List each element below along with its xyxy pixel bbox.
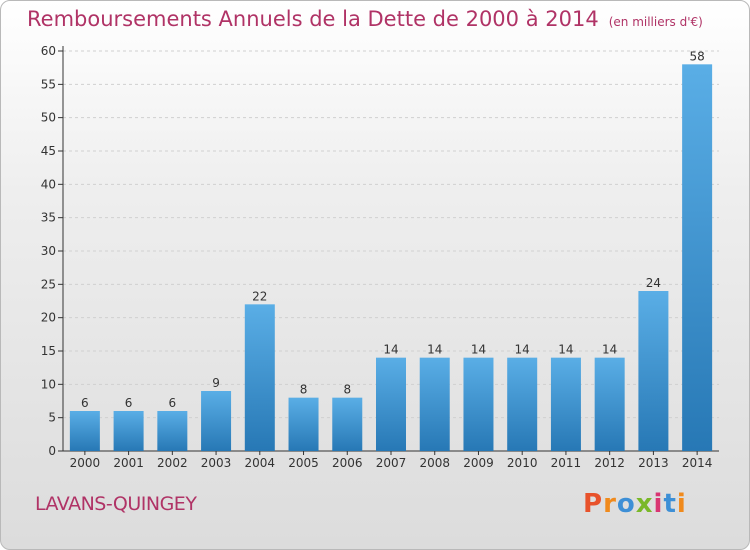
data-label: 8 <box>343 383 351 397</box>
bar <box>638 291 669 451</box>
data-label: 22 <box>252 289 267 303</box>
y-tick-label: 60 <box>41 44 56 58</box>
logo-letter: o <box>616 489 636 519</box>
labels: 6 6 6 9 22 8 8 14 14 14 14 14 14 24 58 <box>81 49 705 410</box>
data-label: 24 <box>646 276 661 290</box>
bar <box>201 391 232 451</box>
chart-title: Remboursements Annuels de la Dette de 20… <box>27 7 703 31</box>
bars <box>69 64 713 452</box>
bar <box>69 411 100 451</box>
y-tick-label: 0 <box>48 444 56 458</box>
data-label: 6 <box>169 396 177 410</box>
y-tick-label: 35 <box>41 211 56 225</box>
y-tick-label: 5 <box>48 411 56 425</box>
data-label: 14 <box>383 343 398 357</box>
x-tick-label: 2010 <box>507 456 538 470</box>
bar <box>376 357 406 451</box>
y-tick-label: 30 <box>41 244 56 258</box>
data-label: 14 <box>558 343 573 357</box>
data-label: 9 <box>212 376 220 390</box>
y-tick-label: 20 <box>41 311 56 325</box>
logo-letter: i <box>653 489 664 519</box>
logo-letter: x <box>635 489 654 519</box>
data-label: 6 <box>81 396 89 410</box>
x-tick-label: 2005 <box>288 456 319 470</box>
bar <box>113 411 144 451</box>
x-tick-label: 2001 <box>113 456 144 470</box>
x-tick-label: 2009 <box>463 456 494 470</box>
data-label: 14 <box>515 343 530 357</box>
bar <box>419 357 450 451</box>
x-tick-label: 2013 <box>638 456 669 470</box>
data-label: 14 <box>427 343 442 357</box>
y-tick-label: 45 <box>41 144 56 158</box>
y-tick-label: 40 <box>41 177 56 191</box>
y-tick-label: 55 <box>41 77 56 91</box>
x-tick-label: 2012 <box>594 456 625 470</box>
y-tick-label: 10 <box>41 377 56 391</box>
data-label: 14 <box>471 343 486 357</box>
x-tick-label: 2008 <box>419 456 450 470</box>
x-tick-label: 2014 <box>682 456 713 470</box>
logo-letter: P <box>583 489 604 519</box>
y-tick-label: 25 <box>41 277 56 291</box>
x-tick-label: 2004 <box>245 456 276 470</box>
y-tick-label: 50 <box>41 111 56 125</box>
title-text: Remboursements Annuels de la Dette de 20… <box>27 7 599 31</box>
bar <box>682 64 713 452</box>
bar <box>288 397 319 451</box>
bar <box>507 357 538 451</box>
y-tick-label: 15 <box>41 344 56 358</box>
x-tick-label: 2002 <box>157 456 188 470</box>
x-tick-label: 2000 <box>70 456 101 470</box>
logo-letter: i <box>676 489 687 519</box>
x-tick-label: 2006 <box>332 456 363 470</box>
data-label: 58 <box>689 49 704 63</box>
data-label: 8 <box>300 383 308 397</box>
title-unit: (en milliers d'€) <box>608 15 703 29</box>
logo-letter: t <box>663 489 677 519</box>
commune-name: LAVANS-QUINGEY <box>35 493 197 515</box>
axes: 0 5 10 15 20 25 30 35 40 45 50 55 60 2000 2001 2002 2003… <box>41 44 719 470</box>
data-label: 6 <box>125 396 133 410</box>
proxiti-logo: Proxiti <box>583 489 687 519</box>
logo-letter: r <box>603 489 617 519</box>
bar <box>244 304 275 451</box>
bar <box>463 357 494 451</box>
bar <box>332 397 363 451</box>
x-tick-label: 2003 <box>201 456 232 470</box>
bar <box>157 411 188 451</box>
bar <box>550 357 581 451</box>
data-label: 14 <box>602 343 617 357</box>
x-tick-label: 2011 <box>551 456 582 470</box>
x-tick-label: 2007 <box>376 456 407 470</box>
bar <box>594 357 625 451</box>
